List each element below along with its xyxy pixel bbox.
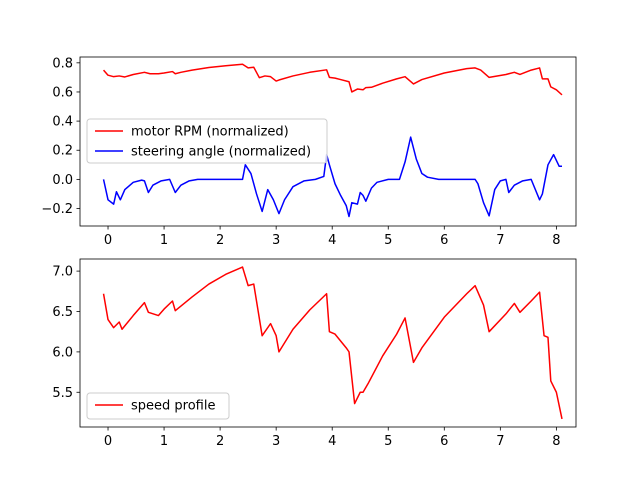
top-chart-panel: 0 1 2 3 4 5 6 7 8 −0.2 0.0 0.2 0.4 0.6 0.8 motor RPM (n… <box>41 56 577 248</box>
x-tick-label: 2 <box>216 233 224 248</box>
x-tick-label: 7 <box>496 233 504 248</box>
axes-frame <box>79 56 577 227</box>
y-tick-label: −0.2 <box>41 202 73 217</box>
x-tick-label: 8 <box>552 434 560 449</box>
series-line-1 <box>102 63 563 96</box>
series-line-1 <box>102 266 563 420</box>
legend-label: speed profile <box>131 399 215 414</box>
x-tick-label: 1 <box>160 434 168 449</box>
x-tick-label: 6 <box>440 233 448 248</box>
x-tick-label: 6 <box>440 434 448 449</box>
y-tick-label: 7.0 <box>52 265 73 280</box>
y-tick-label: 0.4 <box>52 115 73 130</box>
y-tick-label: 5.5 <box>52 386 73 401</box>
y-tick-label: 6.0 <box>52 345 73 360</box>
legend-label: steering angle (normalized) <box>131 145 311 160</box>
y-tick-label: 6.5 <box>52 305 73 320</box>
x-tick-label: 7 <box>496 434 504 449</box>
x-tick-label: 3 <box>272 233 280 248</box>
axes-frame <box>79 258 577 428</box>
bottom-chart-panel: 0 1 2 3 4 5 6 7 8 5.5 6.0 6.5 7.0 speed profile <box>52 258 577 449</box>
y-tick-label: 0.2 <box>52 144 73 159</box>
x-tick-label: 0 <box>104 434 112 449</box>
y-tick-label: 0.8 <box>52 56 73 71</box>
x-tick-label: 1 <box>160 233 168 248</box>
series-line-2 <box>102 136 562 218</box>
y-tick-label: 0.6 <box>52 85 73 100</box>
x-tick-label: 4 <box>328 434 336 449</box>
x-tick-label: 2 <box>216 434 224 449</box>
x-tick-label: 4 <box>328 233 336 248</box>
x-tick-label: 5 <box>384 233 392 248</box>
legend: motor RPM (normalized) steering angle (no… <box>86 118 328 164</box>
y-tick-label: 0.0 <box>52 173 73 188</box>
x-tick-label: 0 <box>104 233 112 248</box>
legend-label: motor RPM (normalized) <box>131 125 289 140</box>
x-tick-label: 8 <box>552 233 560 248</box>
legend: speed profile <box>86 392 230 420</box>
x-tick-label: 3 <box>272 434 280 449</box>
x-tick-label: 5 <box>384 434 392 449</box>
